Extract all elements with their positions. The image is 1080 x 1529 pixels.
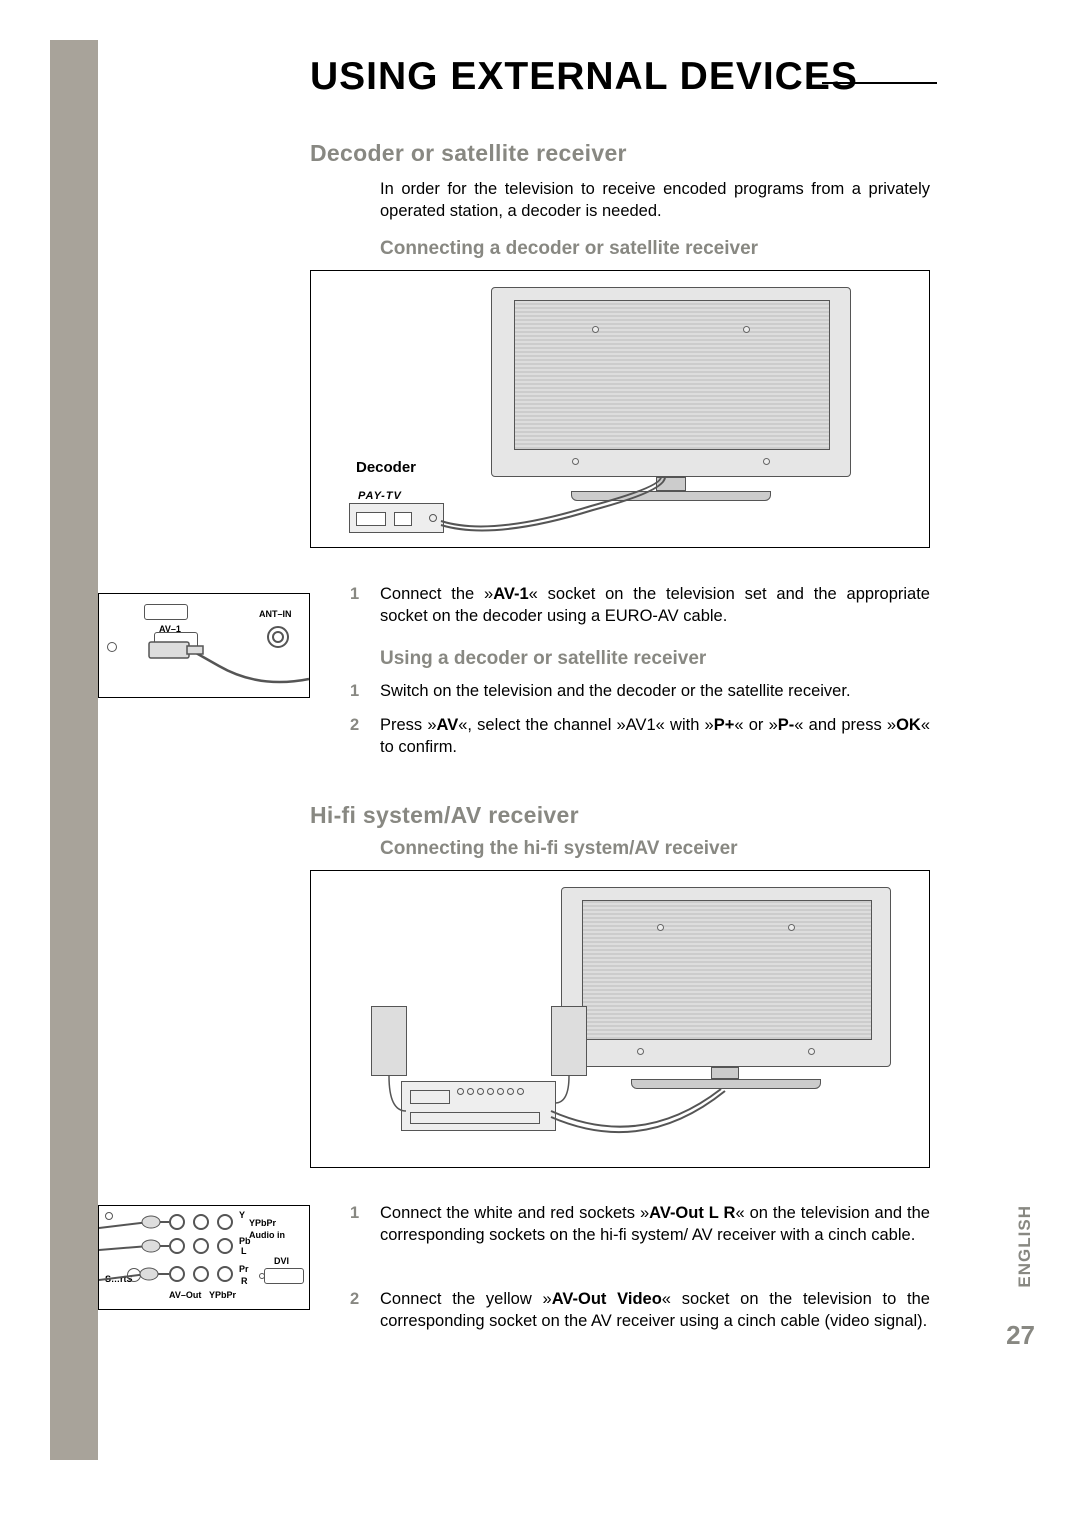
hs2b: AV-Out Video [552,1290,662,1308]
h3-connecting-hifi: Connecting the hi-fi system/AV receiver [380,838,738,860]
u2d: « and press » [794,716,896,734]
hifi-step1-num: 1 [350,1202,359,1224]
u2pp: P+ [714,716,735,734]
intro-paragraph: In order for the television to receive e… [380,178,930,223]
u2av: AV [437,716,459,734]
using-step-1: 1 Switch on the television and the decod… [380,680,930,702]
diagram-hifi-connection [310,870,930,1168]
side-figure-rear-ports: Y YPbPr Audio in Pb DVI Pr L R AV–Out YP… [98,1205,310,1310]
hifi-step2-num: 2 [350,1288,359,1310]
h3-connecting-decoder: Connecting a decoder or satellite receiv… [380,238,758,260]
diagram-decoder-connection: Decoder PAY-TV [310,270,930,548]
u2pm: P- [778,716,795,734]
hifi-step-1: 1 Connect the white and red sockets »AV-… [380,1202,930,1247]
step1-num: 1 [350,583,359,605]
u2ok: OK [896,716,921,734]
hs1b: AV-Out L R [649,1204,735,1222]
page-title: USING EXTERNAL DEVICES [310,55,858,99]
h3-using-decoder: Using a decoder or satellite receiver [380,648,706,670]
side-figure-av-ports: AV–2 AV–1 ANT–IN [98,593,310,698]
h2-decoder: Decoder or satellite receiver [310,140,627,167]
u2a: Press » [380,716,437,734]
page-number: 27 [1006,1320,1035,1351]
hs1a: Connect the white and red sockets » [380,1204,649,1222]
u2c: « or » [734,716,777,734]
using-step2-num: 2 [350,714,359,736]
step1-bold: AV-1 [493,585,528,603]
u2b: «, select the channel »AV1« with » [458,716,714,734]
decoder-cable [311,271,931,549]
hifi-cables [311,871,931,1169]
step1-pre: Connect the » [380,585,493,603]
using-step1-text: Switch on the television and the decoder… [380,680,930,702]
hifi-step-2: 2 Connect the yellow »AV-Out Video« sock… [380,1288,930,1333]
title-rule [822,82,937,84]
hs2a: Connect the yellow » [380,1290,552,1308]
step-connect-decoder: 1 Connect the »AV-1« socket on the telev… [380,583,930,628]
language-tab: ENGLISH [1015,1205,1035,1288]
using-step-2: 2 Press »AV«, select the channel »AV1« w… [380,714,930,759]
left-margin-bar [50,40,98,1460]
using-step1-num: 1 [350,680,359,702]
h2-hifi: Hi-fi system/AV receiver [310,802,579,829]
